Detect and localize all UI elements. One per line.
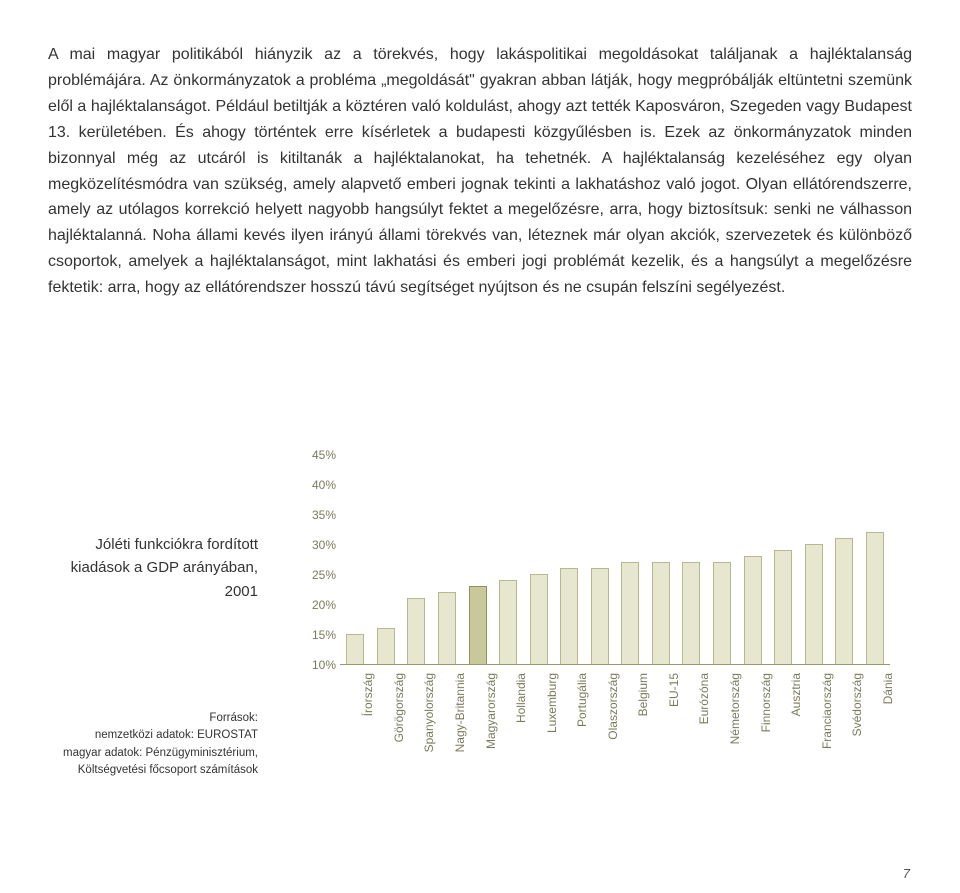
x-tick-label: Magyarország [484, 673, 498, 793]
x-tick-label: Dánia [881, 673, 895, 793]
bar [407, 598, 425, 664]
bar [835, 538, 853, 664]
x-tick-label: Írország [361, 673, 375, 793]
bar [621, 562, 639, 664]
x-tick-label: Franciaország [820, 673, 834, 793]
bar [591, 568, 609, 664]
y-tick-label: 30% [312, 538, 336, 552]
sources-label: Források: [48, 710, 258, 727]
y-tick-label: 10% [312, 658, 336, 672]
x-tick-label: Portugália [575, 673, 589, 793]
x-tick-label: Nagy-Britannia [453, 673, 467, 793]
plot-area [340, 455, 890, 665]
x-tick-label: Eurózóna [697, 673, 711, 793]
bar [805, 544, 823, 664]
y-tick-label: 15% [312, 628, 336, 642]
x-tick-label: Ausztria [789, 673, 803, 793]
x-tick-label: Luxemburg [545, 673, 559, 793]
y-tick-label: 35% [312, 508, 336, 522]
x-tick-label: Belgium [636, 673, 650, 793]
x-tick-label: Svédország [850, 673, 864, 793]
chart-caption: Jóléti funkciókra fordított kiadások a G… [48, 533, 258, 603]
x-tick-label: Görögország [392, 673, 406, 793]
bar [346, 634, 364, 664]
bar [744, 556, 762, 664]
bar [530, 574, 548, 664]
x-tick-label: Hollandia [514, 673, 528, 793]
y-tick-label: 40% [312, 478, 336, 492]
y-tick-label: 25% [312, 568, 336, 582]
bar [469, 586, 487, 664]
chart-section: Jóléti funkciókra fordított kiadások a G… [0, 445, 960, 865]
x-tick-label: Spanyolország [422, 673, 436, 793]
page-number: 7 [903, 866, 910, 881]
x-tick-label: Németország [728, 673, 742, 793]
x-tick-label: EU-15 [667, 673, 681, 793]
bar [682, 562, 700, 664]
bar [713, 562, 731, 664]
chart-sources: Források: nemzetközi adatok: EUROSTAT ma… [48, 710, 258, 779]
bar [866, 532, 884, 664]
bar [560, 568, 578, 664]
x-tick-label: Finnország [759, 673, 773, 793]
bar [499, 580, 517, 664]
y-tick-label: 45% [312, 448, 336, 462]
bar [774, 550, 792, 664]
bar [438, 592, 456, 664]
bar [377, 628, 395, 664]
source-line: nemzetközi adatok: EUROSTAT [48, 727, 258, 744]
y-tick-label: 20% [312, 598, 336, 612]
source-line: Költségvetési főcsoport számítások [48, 762, 258, 779]
x-tick-label: Olaszország [606, 673, 620, 793]
bar [652, 562, 670, 664]
source-line: magyar adatok: Pénzügyminisztérium, [48, 745, 258, 762]
body-paragraph: A mai magyar politikából hiányzik az a t… [48, 42, 912, 301]
bar-chart: 10%15%20%25%30%35%40%45% ÍrországGörögor… [298, 455, 898, 865]
